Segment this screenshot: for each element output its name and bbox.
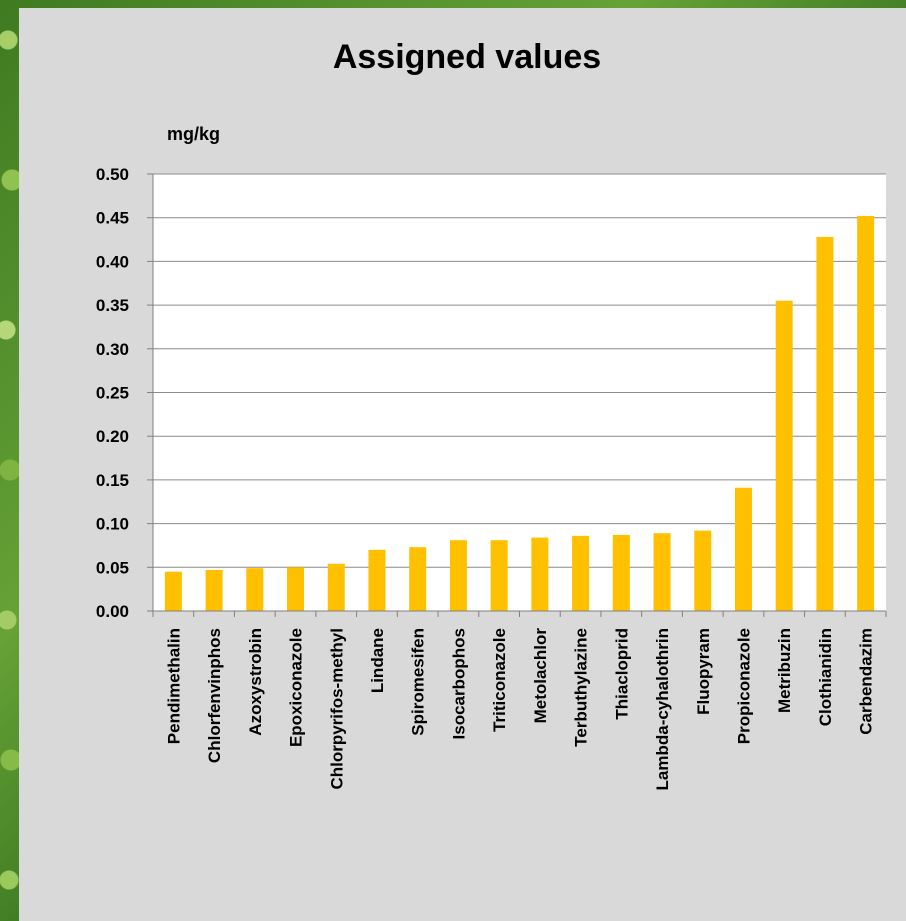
- category-label: Epoxiconazole: [287, 628, 306, 747]
- y-tick-label: 0.35: [96, 296, 129, 315]
- y-tick-label: 0.10: [96, 515, 129, 534]
- y-tick-label: 0.25: [96, 384, 129, 403]
- y-axis-unit-label: mg/kg: [167, 124, 220, 144]
- bar-propiconazole: [734, 487, 752, 611]
- category-label: Chlorfenvinphos: [205, 628, 224, 763]
- y-tick-label: 0.20: [96, 427, 129, 446]
- category-label: Lindane: [368, 628, 387, 693]
- category-label: Metribuzin: [775, 628, 794, 713]
- bar-terbuthylazine: [572, 535, 590, 611]
- y-tick-labels: 0.00 0.05 0.10 0.15 0.20 0.25 0.30 0.35 0.40 0.45…: [96, 165, 129, 621]
- bar-thiacloprid: [612, 534, 630, 611]
- category-label: Chlorpyrifos-methyl: [327, 628, 346, 790]
- bar-metribuzin: [775, 300, 793, 611]
- bar-epoxiconazole: [287, 567, 305, 611]
- bar-isocarbophos: [449, 540, 467, 611]
- category-label: Triticonazole: [490, 628, 509, 732]
- bars: [164, 215, 875, 612]
- bar-lindane: [368, 549, 386, 611]
- category-label: Pendimethalin: [164, 628, 183, 744]
- category-label: Azoxystrobin: [246, 628, 265, 736]
- y-tick-label: 0.05: [96, 558, 129, 577]
- chart-title: Assigned values: [333, 38, 601, 76]
- category-label: Terbuthylazine: [572, 628, 591, 747]
- category-label: Lambda-cyhalothrin: [653, 628, 672, 790]
- y-tick-label: 0.45: [96, 209, 129, 228]
- y-tick-label: 0.30: [96, 340, 129, 359]
- gridlines: [153, 173, 886, 568]
- bar-chlorpyrifos-methyl: [327, 563, 345, 611]
- bar-azoxystrobin: [246, 568, 264, 611]
- category-label: Metolachlor: [531, 628, 550, 724]
- bar-triticonazole: [490, 540, 508, 611]
- category-label: Isocarbophos: [449, 628, 468, 739]
- y-tick-label: 0.15: [96, 471, 129, 490]
- y-tick-label: 0.00: [96, 602, 129, 621]
- bar-spiromesifen: [409, 547, 427, 611]
- category-label: Carbendazim: [857, 628, 876, 735]
- y-tick-label: 0.40: [96, 252, 129, 271]
- bar-lambda-cyhalothrin: [653, 533, 671, 611]
- bar-clothianidin: [816, 236, 834, 612]
- category-label: Spiromesifen: [409, 628, 428, 736]
- category-label: Clothianidin: [816, 628, 835, 726]
- category-label: Fluopyram: [694, 628, 713, 715]
- category-label: Thiacloprid: [612, 628, 631, 720]
- bar-carbendazim: [857, 215, 875, 611]
- category-label: Propiconazole: [734, 628, 753, 744]
- axes: [147, 173, 887, 617]
- bar-metolachlor: [531, 537, 549, 611]
- bar-pendimethalin: [164, 571, 182, 611]
- y-tick-label: 0.50: [96, 165, 129, 184]
- category-labels: Pendimethalin Chlorfenvinphos Azoxystrobin…: [164, 628, 875, 791]
- bar-fluopyram: [694, 530, 712, 611]
- bar-chlorfenvinphos: [205, 569, 223, 611]
